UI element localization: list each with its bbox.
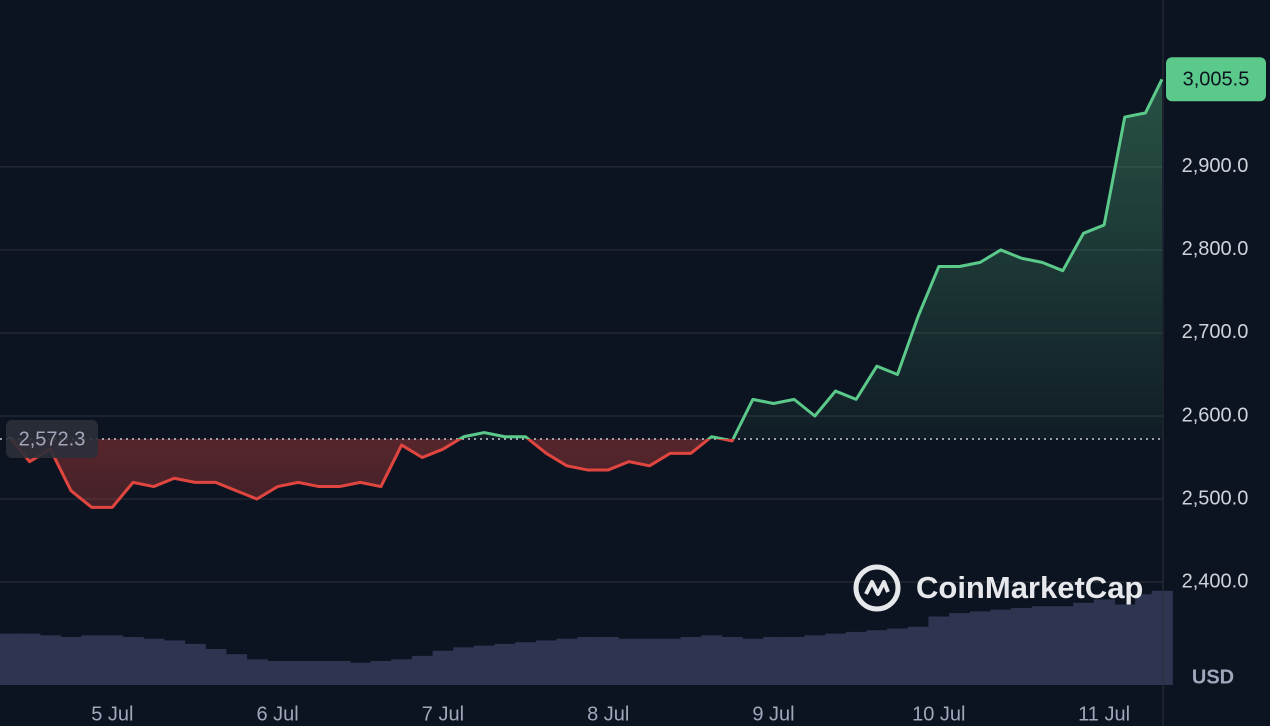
volume-bar [556, 638, 578, 685]
volume-bar [411, 655, 434, 685]
baseline-label: 2,572.3 [19, 428, 86, 450]
volume-bar [783, 637, 806, 685]
volume-bar [184, 643, 206, 685]
area-fill [9, 79, 1162, 508]
volume [0, 590, 1173, 685]
volume-bar [1031, 606, 1053, 685]
y-tick-label: 2,900.0 [1182, 155, 1249, 177]
x-tick-label: 8 Jul [587, 703, 629, 725]
x-tick-label: 11 Jul [1078, 703, 1130, 725]
x-tick-label: 7 Jul [422, 703, 464, 725]
volume-bar [0, 633, 22, 685]
price-line [7, 78, 1164, 509]
watermark: CoinMarketCap [916, 570, 1143, 605]
volume-bar [515, 642, 537, 685]
x-tick-label: 5 Jul [91, 703, 133, 725]
logo [853, 564, 901, 612]
volume-bar [949, 613, 971, 685]
volume-bar [1135, 594, 1157, 685]
volume-bar [701, 635, 723, 685]
volume-bar [990, 609, 1012, 685]
volume-bar [721, 637, 744, 685]
volume-bar [1011, 607, 1033, 685]
volume-bar [928, 616, 950, 685]
x-tick-label: 6 Jul [256, 703, 298, 725]
volume-bar [453, 647, 475, 685]
volume-bar [577, 637, 599, 685]
volume-bar [618, 638, 640, 685]
volume-bar [101, 635, 124, 685]
volume-bar [163, 640, 186, 685]
y-tick-label: 2,800.0 [1182, 238, 1249, 260]
volume-bar [535, 640, 558, 685]
volume-bar [804, 635, 826, 685]
volume-bar [763, 637, 785, 685]
volume-bar [39, 635, 62, 685]
volume-bar [845, 631, 867, 685]
x-tick-label: 9 Jul [752, 703, 794, 725]
volume-bar [597, 637, 620, 685]
volume-bar [19, 633, 41, 685]
volume-bar [1073, 602, 1095, 685]
volume-bar [494, 643, 516, 685]
price-label-bg [1166, 57, 1266, 102]
volume-bar [143, 638, 165, 685]
volume-bar [659, 638, 682, 685]
volume-bar [246, 659, 268, 685]
currency-label: USD [1192, 666, 1234, 688]
volume-bar [122, 637, 144, 685]
volume-bar [329, 661, 351, 685]
volume-bar [1151, 590, 1173, 685]
volume-bar [907, 626, 929, 685]
volume-bar [267, 661, 289, 685]
volume-bar [205, 649, 227, 685]
volume-bar [680, 637, 702, 685]
volume-bar [473, 645, 496, 685]
volume-bar [825, 633, 847, 685]
volume-bar [391, 659, 413, 685]
volume-bar [639, 638, 661, 685]
y-tick-label: 2,700.0 [1182, 321, 1249, 343]
volume-bar [81, 635, 103, 685]
volume-bar [225, 654, 248, 685]
y-tick-label: 2,500.0 [1182, 487, 1249, 509]
volume-bar [1093, 599, 1115, 685]
volume-bar [308, 661, 330, 685]
volume-bar [887, 628, 909, 685]
volume-bar [370, 661, 392, 685]
volume-bar [1114, 604, 1136, 685]
volume-bar [1052, 606, 1074, 685]
volume-bar [287, 661, 310, 685]
y-tick-label: 2,600.0 [1182, 404, 1249, 426]
volume-bar [432, 650, 454, 685]
grid [0, 166, 1163, 583]
price-label: 3,005.5 [1183, 69, 1250, 91]
volume-bar [60, 637, 82, 685]
volume-bar [349, 662, 372, 685]
volume-bar [866, 630, 888, 685]
x-tick-label: 10 Jul [912, 703, 965, 725]
baseline-label-bg [6, 419, 98, 458]
y-tick-label: 2,400.0 [1182, 570, 1249, 592]
volume-bar [742, 638, 764, 685]
volume-bar [969, 611, 991, 685]
